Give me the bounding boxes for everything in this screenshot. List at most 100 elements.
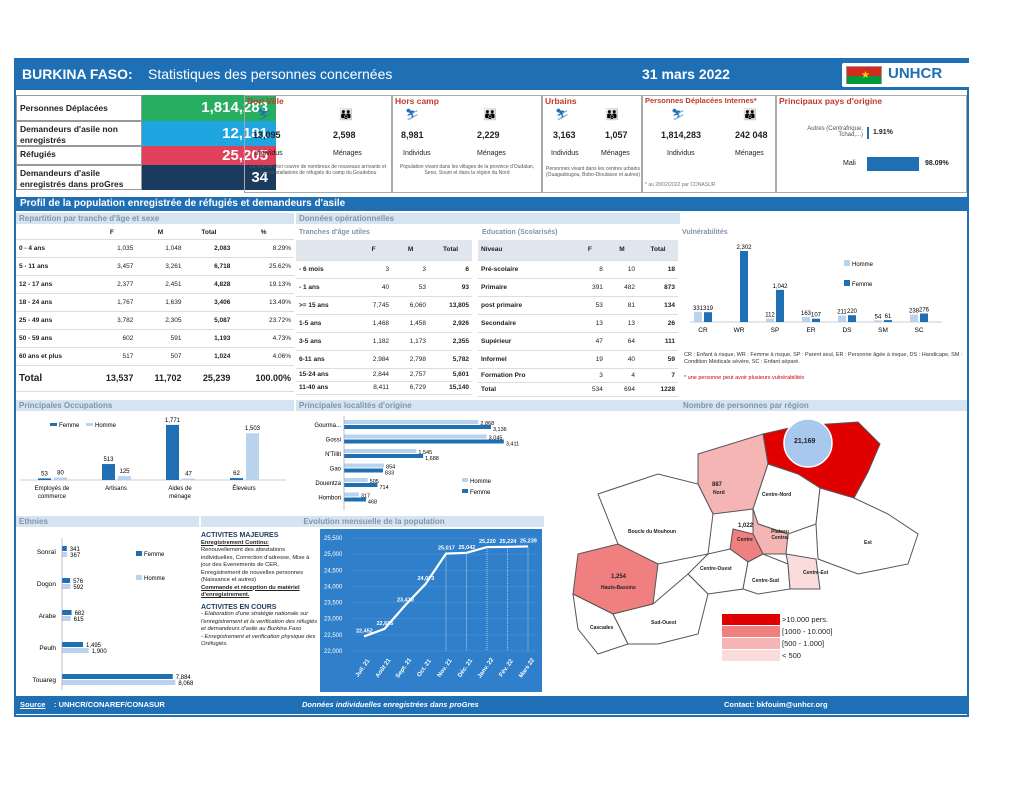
- region-map: [572, 418, 919, 655]
- bar-femme: [344, 483, 378, 487]
- label-individus: Individus: [255, 150, 283, 157]
- kpi-label: Personnes Déplacées Internes*: [16, 95, 142, 133]
- map-label-centre: Centre: [737, 537, 753, 543]
- tick-label: Peulh: [39, 645, 56, 652]
- data-label: 47: [185, 472, 192, 478]
- tick-label: Éleveurs: [232, 485, 255, 492]
- tick-label: SC: [914, 327, 923, 334]
- report-date: 31 mars 2022: [642, 66, 730, 82]
- table-total-cell: Total: [16, 365, 88, 392]
- table-cell: 5,087: [184, 311, 234, 330]
- bar-homme: [62, 648, 89, 653]
- table-cell: 1,767: [87, 293, 137, 312]
- pdi-title: Personnes Déplacées Internes*: [645, 96, 757, 105]
- kpi-block: Personnes Déplacées Internes* 1,814,283 …: [16, 95, 276, 190]
- bar-femme: [344, 425, 491, 429]
- table-cell: 482: [605, 278, 638, 297]
- kpi-value: 34: [142, 165, 276, 190]
- table-cell: 8: [573, 260, 606, 279]
- legend-swatch-homme: [136, 575, 142, 580]
- data-label: 2,302: [736, 245, 752, 251]
- age-table: F M Total% 0 - 4 ans 1,035 1,048 2,083 8.29% 5 -…: [16, 226, 294, 392]
- map-region-cascades: [572, 593, 629, 655]
- table-cell: 2,083: [184, 239, 234, 258]
- table-cell: 2,926: [429, 314, 472, 333]
- map-region-sud-ouest: [612, 573, 709, 645]
- table-total-cell: 100.00%: [233, 365, 294, 392]
- data-label: 25,042: [459, 545, 476, 551]
- table-header-cell: Total: [429, 240, 472, 261]
- map-label-nord: Nord: [713, 490, 725, 496]
- table-cell: 81: [605, 296, 638, 315]
- table-cell: 3,457: [87, 257, 137, 276]
- data-label: 107: [811, 313, 822, 319]
- table-cell: - 6 mois: [296, 260, 356, 279]
- table-row: post primaire 53 81 134: [478, 296, 678, 315]
- table-row: 18 - 24 ans 1,767 1,639 3,406 13.49%: [16, 293, 294, 312]
- table-header-cell: F: [87, 226, 137, 240]
- table-cell: 1-5 ans: [296, 314, 356, 333]
- bar-femme: [62, 546, 67, 551]
- footer-source: : UNHCR/CONAREF/CONASUR: [54, 700, 165, 709]
- evolution-title: Evolution mensuelle de la population: [201, 516, 544, 527]
- page-frame: [14, 58, 969, 717]
- data-label: 576: [73, 579, 84, 585]
- table-cell: 534: [573, 382, 606, 397]
- y-tick-label: 25,500: [324, 536, 343, 542]
- legend-label: Homme: [852, 262, 874, 268]
- country-title: BURKINA FASO:: [22, 66, 133, 82]
- y-tick-label: 23,500: [324, 601, 343, 607]
- table-cell: Informel: [478, 350, 574, 369]
- activites-subtitle: Commande et réception du matériel d'enre…: [201, 584, 300, 599]
- table-cell: 3: [355, 260, 393, 279]
- evolution-chart: 25,500 25,000 24,500 24,000 23,500 23,000 22,5…: [320, 529, 542, 692]
- table-cell: 5 - 11 ans: [16, 257, 88, 276]
- data-label: 22,452: [356, 628, 373, 634]
- tick-label: Gao: [330, 467, 342, 473]
- pays-title: Principaux pays d'origine: [779, 96, 883, 106]
- data-label: 25,239: [520, 538, 537, 544]
- table-cell: 1,035: [87, 239, 137, 258]
- table-cell: 18 - 24 ans: [16, 293, 88, 312]
- bar-femme: [344, 454, 424, 458]
- table-cell: 1,639: [136, 293, 185, 312]
- walking-person-icon: ⛷: [405, 109, 419, 121]
- data-label: 833: [385, 471, 394, 477]
- table-cell: 25 - 49 ans: [16, 311, 88, 330]
- data-label: 317: [361, 494, 370, 500]
- table-header-cell: M: [605, 240, 638, 261]
- data-label: 7,884: [176, 675, 192, 681]
- bar-homme: [344, 478, 368, 482]
- table-total-cell: 25,239: [184, 365, 234, 392]
- table-cell: 3,261: [136, 257, 185, 276]
- table-cell: Supérieur: [478, 332, 574, 351]
- y-tick-label: 22,500: [324, 633, 343, 639]
- kpi-label: Demandeurs d'asile enregistrés dans proG…: [16, 165, 142, 190]
- table-cell: 4.06%: [233, 347, 294, 366]
- urbains-note: Personnes vivant dans les centres urbain…: [546, 166, 640, 178]
- population-line: [363, 545, 529, 638]
- legend-swatch-femme: [844, 280, 850, 286]
- bar-homme: [344, 420, 479, 424]
- table-cell: 3,406: [184, 293, 234, 312]
- table-cell: Primaire: [478, 278, 574, 297]
- pays-pct: 98.09%: [925, 160, 949, 167]
- footer-contact[interactable]: Contact: bkfouim@unhcr.org: [724, 700, 828, 709]
- map-label-boucle: Boucle du Mouhoun: [628, 529, 677, 535]
- bar-femme: [230, 478, 243, 480]
- table-cell: 6,060: [392, 296, 430, 315]
- map-region-est: [815, 487, 919, 575]
- data-label: 8,068: [178, 681, 194, 687]
- urbains-box: Urbains ⛷ 👪 3,163 1,057 Individus Ménage…: [542, 95, 642, 193]
- bar-femme: [166, 424, 179, 480]
- y-tick-label: 25,000: [324, 552, 343, 558]
- ethnies-title: Ethnies: [16, 516, 199, 527]
- map-label-centre-sud: Centre-Sud: [752, 578, 779, 584]
- bar-femme: [62, 578, 71, 583]
- table-cell: 3: [573, 368, 606, 383]
- table-cell: 59: [637, 350, 678, 369]
- table-row: 1-5 ans 1,468 1,458 2,926: [296, 314, 472, 333]
- table-row: - 6 mois 3 3 6: [296, 260, 472, 279]
- pdi-note: * au 28/02/2022 par CONASUR: [645, 182, 716, 188]
